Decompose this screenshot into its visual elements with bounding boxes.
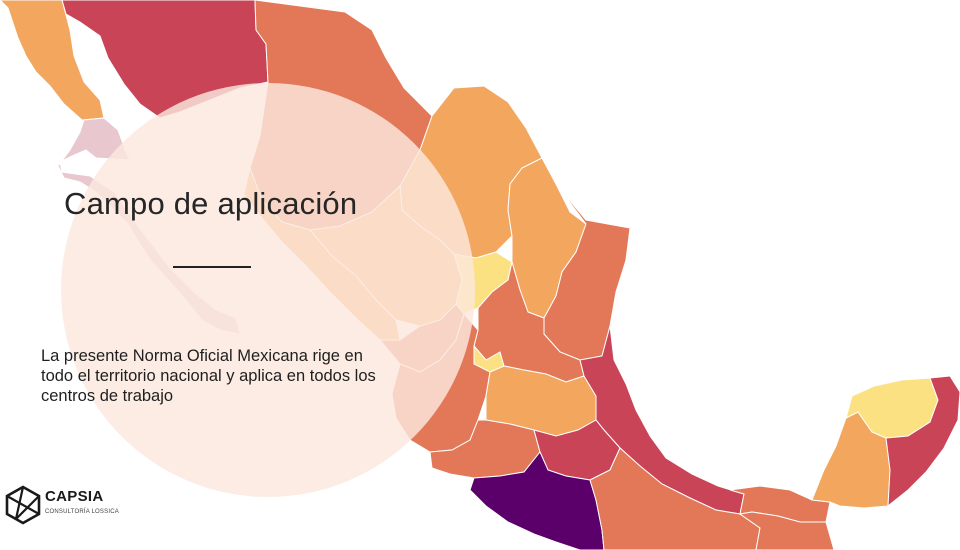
logo-mark-icon (5, 485, 41, 525)
logo-name: CAPSIA (45, 488, 104, 505)
slide-body-text: La presente Norma Oficial Mexicana rige … (41, 347, 376, 405)
slide-title: Campo de aplicación (64, 186, 358, 221)
state-oaxaca (589, 447, 761, 550)
state-chiapas (738, 511, 835, 550)
overlay-circle (61, 83, 475, 497)
capsia-logo: CAPSIA CONSULTORÍA LOSSICA (4, 485, 134, 531)
state-baja-california (0, 0, 105, 121)
logo-tagline: CONSULTORÍA LOSSICA (45, 509, 119, 515)
title-underline (173, 266, 251, 268)
